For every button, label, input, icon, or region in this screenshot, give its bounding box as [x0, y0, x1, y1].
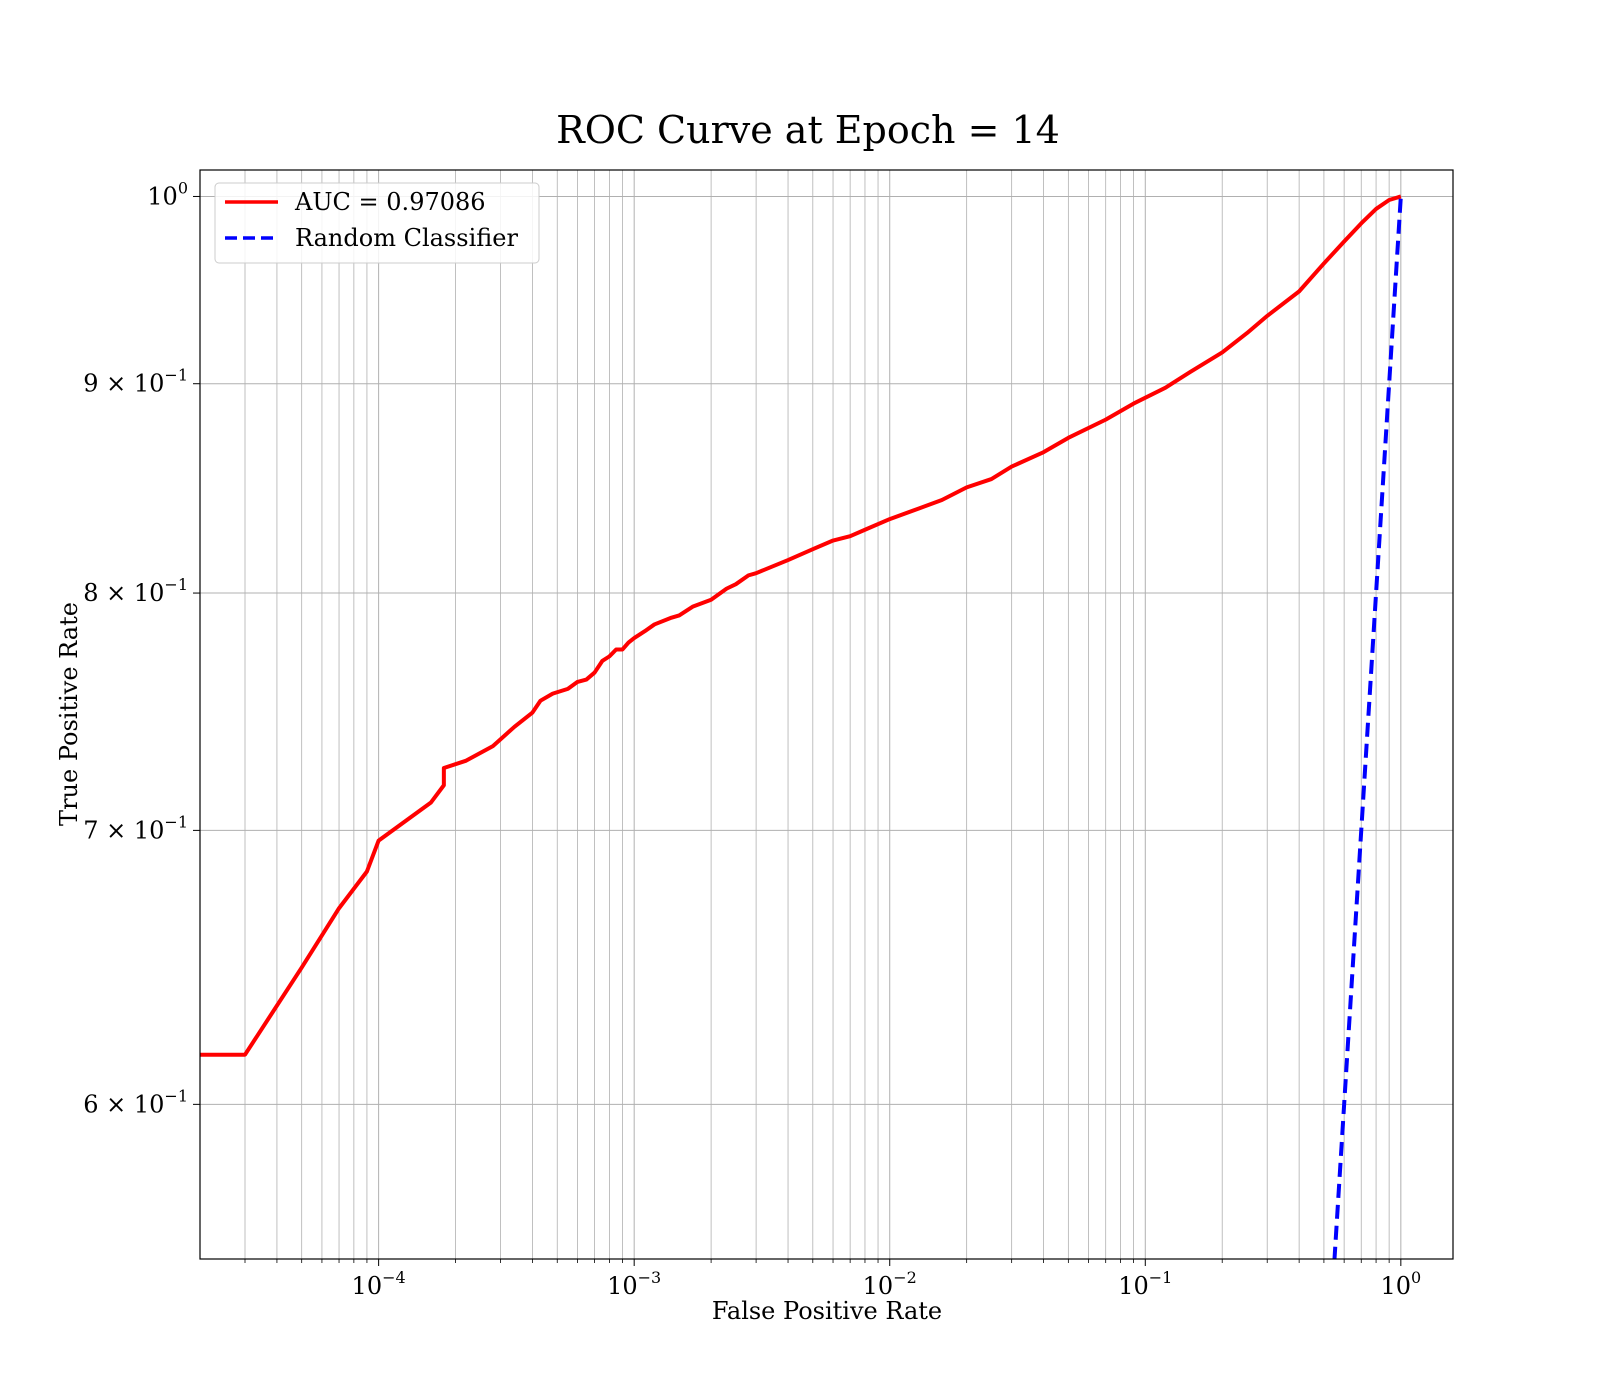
y-tick-label: 7 × 10−1	[83, 812, 188, 844]
y-tick-label: 8 × 10−1	[83, 575, 188, 607]
x-axis-ticks: 10−4 10−3 10−2 10−1 100	[352, 1259, 1421, 1300]
series-layer	[200, 194, 1403, 1259]
legend: AUC = 0.97086 Random Classifier	[214, 182, 540, 264]
major-grid	[200, 170, 1453, 1259]
chart-title: ROC Curve at Epoch = 14	[556, 108, 1060, 152]
x-tick-label: 10−3	[607, 1268, 661, 1300]
y-axis-ticks: 100 9 × 10−1 8 × 10−1 7 × 10−1 6 × 10−1	[83, 178, 200, 1118]
x-axis-label: False Positive Rate	[712, 1297, 942, 1325]
x-tick-label: 10−1	[1118, 1268, 1172, 1300]
x-tick-label: 100	[1380, 1268, 1421, 1300]
series-line-auc	[200, 194, 1402, 1057]
plot-frame	[199, 169, 1454, 1260]
y-tick-label: 100	[147, 178, 188, 210]
minor-grid	[244, 170, 1390, 1263]
y-tick-label: 6 × 10−1	[83, 1086, 188, 1118]
x-tick-label: 10−2	[863, 1268, 917, 1300]
series-line-random-classifier	[1332, 196, 1403, 1259]
legend-box	[214, 182, 540, 264]
legend-label-random: Random Classifier	[295, 224, 518, 252]
legend-label-auc: AUC = 0.97086	[294, 188, 486, 216]
y-axis-label: True Positive Rate	[55, 602, 83, 826]
x-tick-label: 10−4	[352, 1268, 406, 1300]
y-tick-label: 9 × 10−1	[83, 366, 188, 398]
